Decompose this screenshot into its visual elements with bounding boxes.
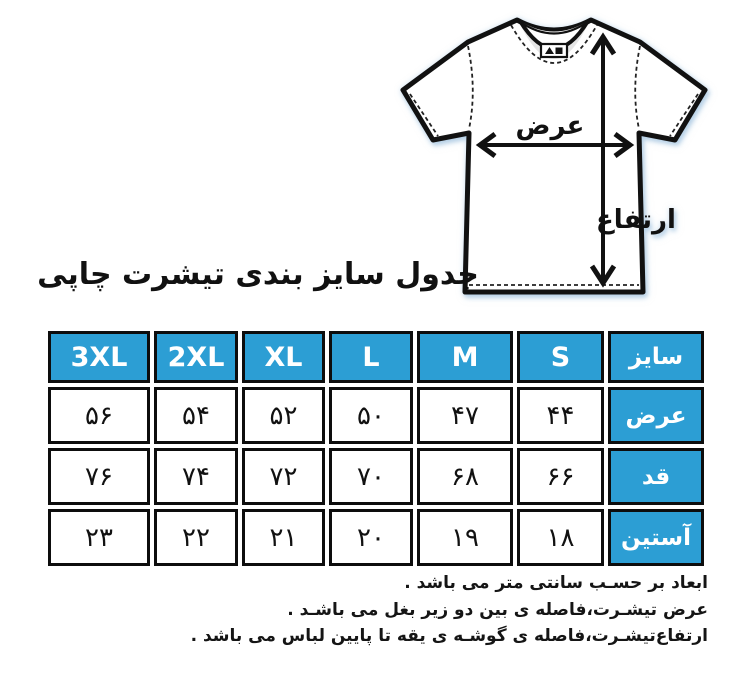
page-title: جدول سایز بندی تیشرت چاپی [37,256,479,292]
footnote-units: ابعاد بر حسـب سانتی متر می باشد . [404,573,708,593]
table-row-sleeve: آستین ۱۸ ۱۹ ۲۰ ۲۱ ۲۲ ۲۳ [48,509,704,566]
cell-width-m: ۴۷ [417,387,513,444]
cell-length-s: ۶۶ [517,448,604,505]
footnote-height: ارتفاع‌تیشـرت،فاصله ی گوشـه ی یقه تا پای… [190,626,708,646]
cell-width-s: ۴۴ [517,387,604,444]
sleeve-stitch-left [409,93,439,137]
table-row-width: عرض ۴۴ ۴۷ ۵۰ ۵۲ ۵۴ ۵۶ [48,387,704,444]
brand-tag-logo [539,42,569,59]
cell-width-l: ۵۰ [329,387,413,444]
table-row-length: قد ۶۶ ۶۸ ۷۰ ۷۲ ۷۴ ۷۶ [48,448,704,505]
cell-width-2xl: ۵۴ [154,387,238,444]
cell-width-3xl: ۵۶ [48,387,150,444]
tshirt-diagram: عرض ارتفاع [383,6,713,306]
row-label-width: عرض [608,387,704,444]
header-cell-3xl: 3XL [48,331,150,383]
sleeve-stitch-right [669,93,699,137]
cell-sleeve-m: ۱۹ [417,509,513,566]
armhole-stitch-right [634,45,641,130]
row-label-sleeve: آستین [608,509,704,566]
size-table-header-row: سایز S M L XL 2XL 3XL [48,331,704,383]
footnotes: ابعاد بر حسـب سانتی متر می باشد . عرض تی… [148,570,708,650]
cell-length-m: ۶۸ [417,448,513,505]
size-table: سایز S M L XL 2XL 3XL عرض ۴۴ ۴۷ ۵۰ ۵۲ ۵۴… [44,327,708,570]
row-label-length: قد [608,448,704,505]
cell-length-l: ۷۰ [329,448,413,505]
cell-sleeve-2xl: ۲۲ [154,509,238,566]
height-arrow-label: ارتفاع [596,205,676,235]
width-arrow-label: عرض [516,111,585,141]
header-cell-2xl: 2XL [154,331,238,383]
header-cell-l: L [329,331,413,383]
armhole-stitch-left [467,45,474,130]
collar-rib-arc [518,20,590,35]
footnote-width: عرض تیشـرت،فاصله ی بین دو زیر بغل می باش… [287,599,708,620]
cell-sleeve-l: ۲۰ [329,509,413,566]
height-arrow [589,32,617,288]
cell-sleeve-s: ۱۸ [517,509,604,566]
header-cell-m: M [417,331,513,383]
cell-width-xl: ۵۲ [242,387,325,444]
cell-length-xl: ۷۲ [242,448,325,505]
cell-length-3xl: ۷۶ [48,448,150,505]
cell-sleeve-3xl: ۲۳ [48,509,150,566]
tshirt-outline [400,17,708,295]
collar-shading [519,22,589,59]
tshirt-illustration: عرض ارتفاع [400,17,708,295]
neckline-stitch-dashed [510,24,598,64]
cell-length-2xl: ۷۴ [154,448,238,505]
corner-cell-size: سایز [608,331,704,383]
header-cell-s: S [517,331,604,383]
header-cell-xl: XL [242,331,325,383]
cell-sleeve-xl: ۲۱ [242,509,325,566]
